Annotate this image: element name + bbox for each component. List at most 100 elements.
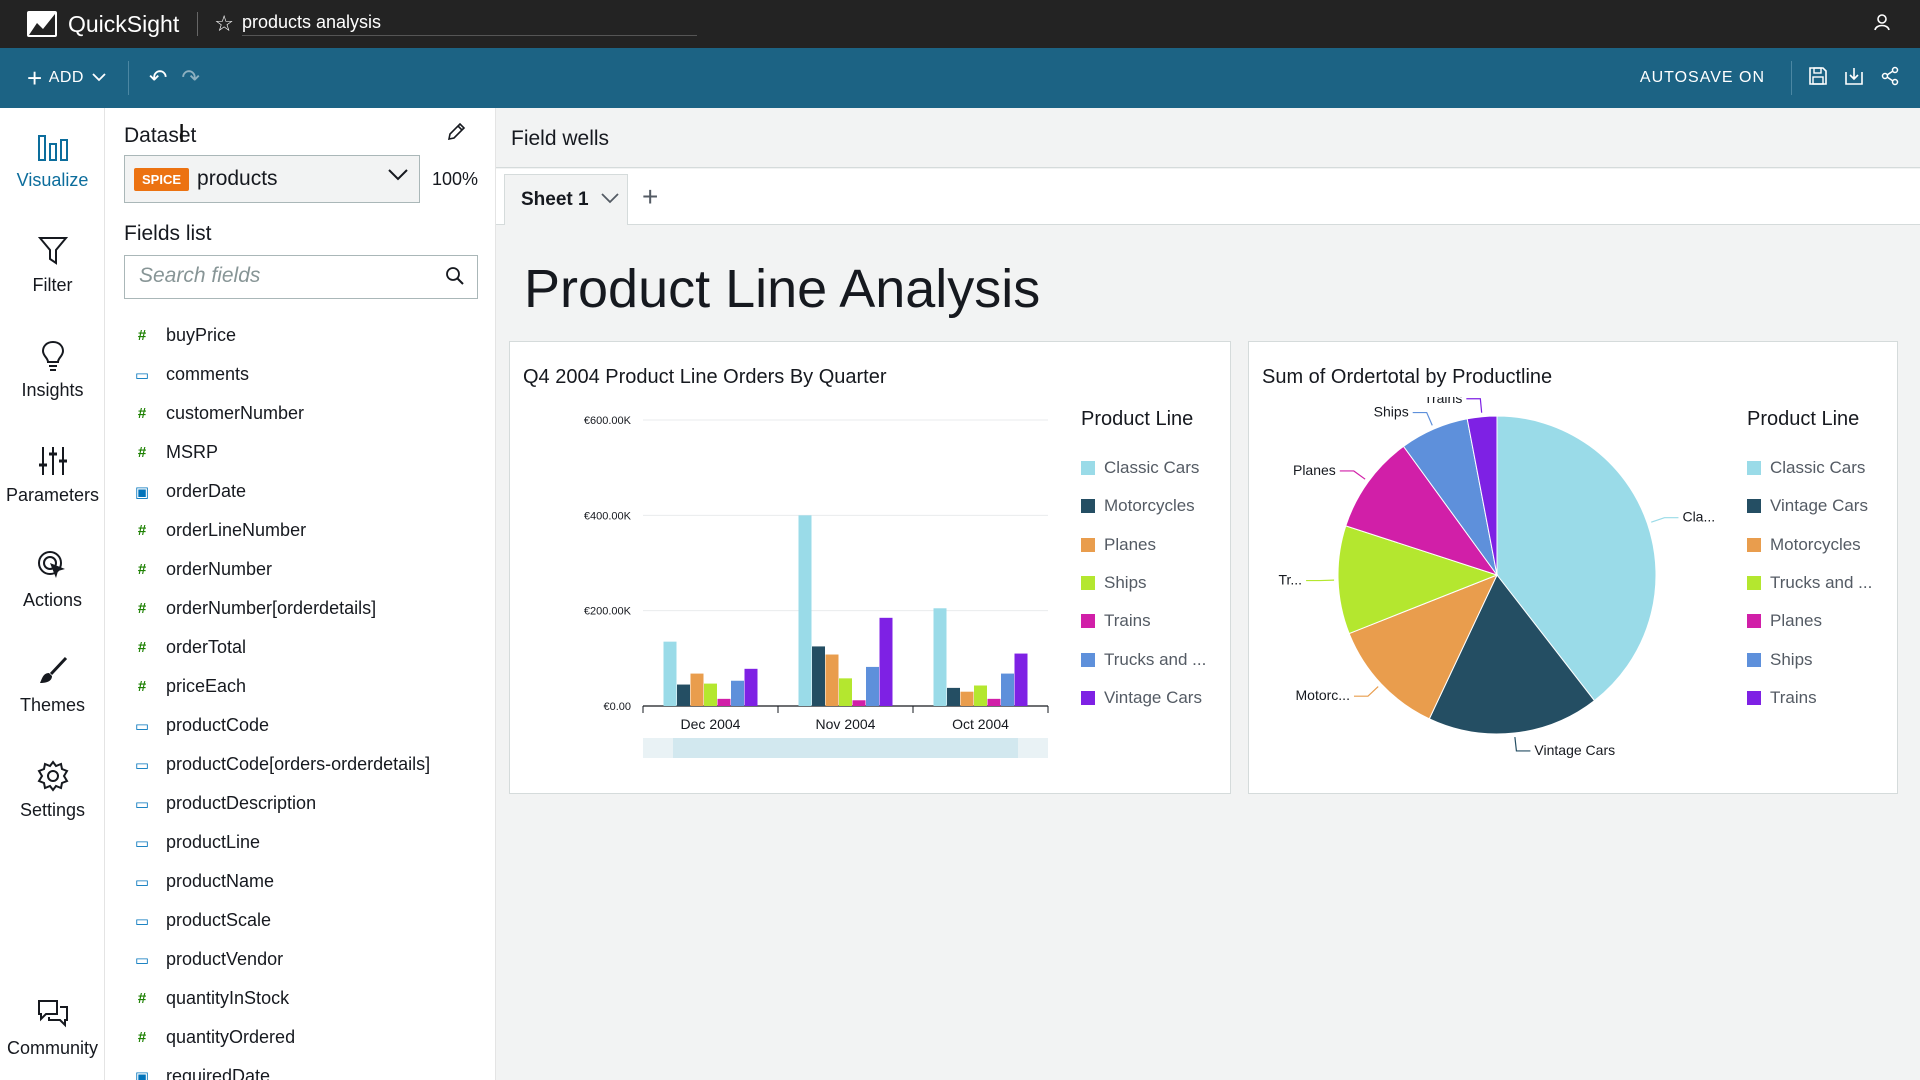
legend-label: Motorcycles — [1770, 534, 1861, 554]
rail-item-insights[interactable]: Insights — [0, 340, 105, 401]
legend-item[interactable]: Trucks and ... — [1747, 564, 1872, 602]
bar[interactable] — [852, 700, 866, 706]
field-item[interactable]: ▭ productLine — [106, 823, 495, 862]
undo-icon[interactable]: ↶ — [148, 65, 168, 90]
pie-slice[interactable] — [1345, 445, 1499, 576]
legend-item[interactable]: Planes — [1747, 602, 1872, 640]
legend-item[interactable]: Classic Cars — [1081, 449, 1206, 487]
field-item[interactable]: # orderTotal — [106, 628, 495, 667]
bar[interactable] — [731, 680, 744, 706]
bar[interactable] — [974, 685, 987, 706]
field-item[interactable]: ▭ productScale — [106, 901, 495, 940]
export-icon[interactable] — [1844, 66, 1864, 91]
bar[interactable] — [947, 687, 960, 706]
app-name[interactable]: QuickSight — [68, 10, 180, 37]
legend-item[interactable]: Motorcycles — [1747, 526, 1872, 564]
pie-slice[interactable] — [1337, 525, 1499, 635]
add-button[interactable]: + ADD — [27, 63, 106, 94]
bar[interactable] — [717, 698, 731, 706]
rail-item-settings[interactable]: Settings — [0, 760, 105, 821]
bar[interactable] — [677, 684, 690, 706]
chevron-down-icon[interactable] — [600, 191, 619, 209]
dataset-select[interactable]: SPICE products — [124, 155, 420, 203]
date-field-icon: ▣ — [134, 1068, 150, 1080]
legend-item[interactable]: Classic Cars — [1747, 449, 1872, 487]
bar[interactable] — [933, 608, 947, 706]
bar[interactable] — [839, 678, 852, 706]
pencil-icon[interactable] — [446, 122, 466, 147]
rail-item-parameters[interactable]: Parameters — [0, 445, 105, 506]
legend-item[interactable]: Motorcycles — [1081, 487, 1206, 525]
save-icon[interactable] — [1808, 66, 1828, 91]
autosave-toggle[interactable]: AUTOSAVE ON — [1639, 69, 1765, 86]
bar[interactable] — [879, 617, 893, 706]
search-icon[interactable] — [445, 266, 465, 291]
bar[interactable] — [798, 515, 812, 706]
bar[interactable] — [960, 691, 974, 706]
legend-item[interactable]: Planes — [1081, 526, 1206, 564]
legend-swatch — [1747, 690, 1761, 705]
field-item[interactable]: # MSRP — [106, 433, 495, 472]
pie-slice[interactable] — [1466, 415, 1498, 576]
rail-item-visualize[interactable]: Visualize — [0, 130, 105, 191]
field-item[interactable]: ▣ orderDate — [106, 472, 495, 511]
field-item[interactable]: # customerNumber — [106, 394, 495, 433]
search-fields-input[interactable] — [125, 256, 425, 296]
field-item[interactable]: ▭ productName — [106, 862, 495, 901]
field-item[interactable]: # orderNumber — [106, 550, 495, 589]
star-icon[interactable]: ☆ — [214, 11, 234, 36]
bar[interactable] — [812, 646, 825, 706]
field-item[interactable]: ▭ productDescription — [106, 784, 495, 823]
legend-label: Trucks and ... — [1104, 649, 1207, 669]
field-item[interactable]: # orderNumber[orderdetails] — [106, 589, 495, 628]
rail-label: Insights — [21, 380, 84, 400]
rail-item-themes[interactable]: Themes — [0, 655, 105, 716]
field-item[interactable]: ▭ productVendor — [106, 940, 495, 979]
legend-item[interactable]: Ships — [1747, 640, 1872, 678]
rail-item-filter[interactable]: Filter — [0, 235, 105, 296]
bar[interactable] — [987, 698, 1001, 706]
field-item[interactable]: # buyPrice — [106, 316, 495, 355]
pie-chart-visual[interactable]: Sum of Ordertotal by Productline Cla... V… — [1248, 341, 1898, 794]
legend-item[interactable]: Trains — [1747, 679, 1872, 717]
field-item[interactable]: # quantityInStock — [106, 979, 495, 1018]
sheet-title[interactable]: Product Line Analysis — [524, 259, 1041, 319]
bar[interactable] — [1014, 653, 1028, 706]
bar-chart-visual[interactable]: Q4 2004 Product Line Orders By Quarter €… — [509, 341, 1231, 794]
bar[interactable] — [1001, 673, 1014, 706]
legend-item[interactable]: Trains — [1081, 602, 1206, 640]
rail-item-community[interactable]: Community — [0, 998, 105, 1059]
pie-slice[interactable] — [1496, 415, 1657, 702]
bar[interactable] — [825, 654, 839, 706]
legend-item[interactable]: Vintage Cars — [1081, 679, 1206, 717]
quicksight-logo-icon[interactable] — [27, 11, 57, 37]
field-item[interactable]: ▭ productCode — [106, 706, 495, 745]
chart-scrollbar-thumb[interactable] — [673, 738, 1018, 758]
field-item[interactable]: # priceEach — [106, 667, 495, 706]
tab-sheet-1[interactable]: Sheet 1 — [504, 174, 628, 225]
legend-item[interactable]: Vintage Cars — [1747, 487, 1872, 525]
redo-icon[interactable]: ↷ — [181, 65, 200, 90]
bar[interactable] — [744, 668, 758, 706]
pie-slice[interactable] — [1428, 574, 1596, 735]
share-icon[interactable] — [1880, 66, 1900, 91]
field-item[interactable]: # quantityOrdered — [106, 1018, 495, 1057]
bar[interactable] — [663, 641, 677, 706]
bar[interactable] — [704, 683, 717, 706]
analysis-name[interactable]: products analysis — [241, 12, 697, 36]
field-item[interactable]: ▣ requiredDate — [106, 1057, 495, 1080]
field-wells-bar[interactable]: Field wells — [496, 108, 1920, 168]
field-item[interactable]: ▭ comments — [106, 355, 495, 394]
bar[interactable] — [690, 673, 704, 706]
field-item[interactable]: # orderLineNumber — [106, 511, 495, 550]
pie-slice[interactable] — [1348, 574, 1498, 720]
legend-label: Ships — [1104, 573, 1147, 593]
add-sheet-button[interactable]: + — [642, 181, 659, 212]
field-item[interactable]: ▭ productCode[orders-orderdetails] — [106, 745, 495, 784]
legend-item[interactable]: Ships — [1081, 564, 1206, 602]
user-icon[interactable] — [1872, 12, 1892, 37]
text-field-icon: ▭ — [134, 756, 150, 774]
bar[interactable] — [866, 666, 879, 706]
legend-item[interactable]: Trucks and ... — [1081, 640, 1206, 678]
rail-item-actions[interactable]: Actions — [0, 550, 105, 611]
